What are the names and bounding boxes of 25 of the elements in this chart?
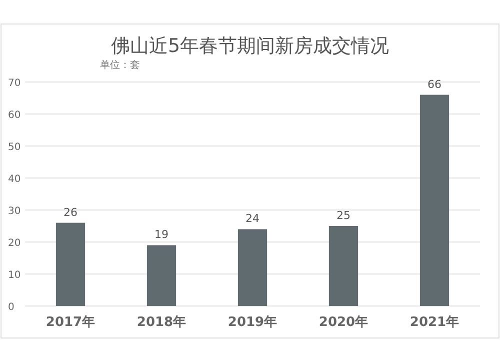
y-tick-label: 50 bbox=[8, 142, 21, 153]
y-tick-label: 70 bbox=[8, 78, 21, 89]
data-label: 25 bbox=[336, 209, 350, 222]
bar bbox=[146, 245, 176, 306]
bar bbox=[420, 94, 450, 306]
y-tick-label: 0 bbox=[8, 302, 14, 313]
y-tick-label: 40 bbox=[8, 174, 21, 185]
data-label: 19 bbox=[154, 228, 168, 242]
data-label: 26 bbox=[64, 206, 78, 219]
data-label: 66 bbox=[428, 78, 442, 91]
bar bbox=[56, 222, 86, 306]
chart-title: 佛山近5年春节期间新房成交情况 bbox=[110, 35, 390, 57]
bar bbox=[238, 229, 268, 306]
bar bbox=[328, 226, 358, 306]
x-tick-label: 2017年 bbox=[46, 315, 96, 330]
data-label: 24 bbox=[246, 212, 260, 226]
x-tick-label: 2020年 bbox=[318, 315, 368, 330]
y-tick-label: 20 bbox=[8, 238, 21, 249]
chart-subtitle: 单位：套 bbox=[100, 59, 140, 71]
x-tick-label: 2021年 bbox=[410, 315, 460, 330]
x-tick-label: 2018年 bbox=[136, 315, 186, 330]
y-tick-label: 30 bbox=[8, 206, 21, 217]
y-tick-label: 60 bbox=[8, 110, 21, 121]
x-tick-label: 2019年 bbox=[228, 315, 278, 330]
y-tick-label: 10 bbox=[8, 270, 21, 281]
